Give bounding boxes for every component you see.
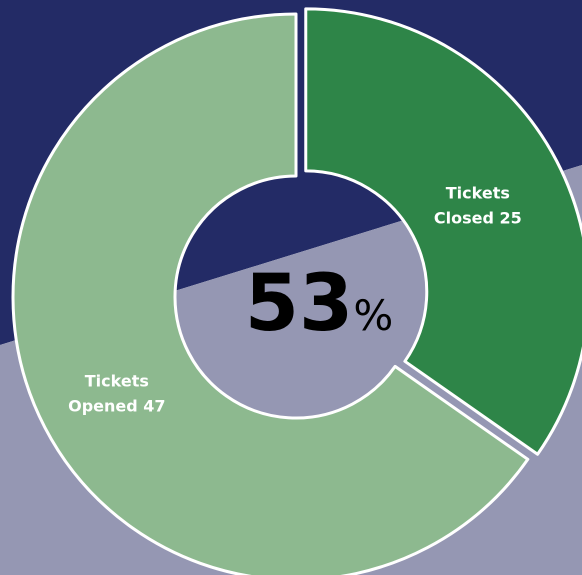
slice-label-line2: Opened 47 [68,396,165,415]
center-percentage: 53% [245,259,393,349]
slice-label-line1: Tickets [446,183,510,202]
slice-label-closed: Tickets Closed 25 [434,183,522,227]
center-value: 53 [245,259,354,349]
slice-label-line1: Tickets [85,371,149,390]
slice-label-line2: Closed 25 [434,208,522,227]
donut-slice-closed [304,7,582,456]
center-unit: % [353,291,393,340]
slice-label-opened: Tickets Opened 47 [68,371,165,415]
donut-slice-opened [11,12,530,575]
